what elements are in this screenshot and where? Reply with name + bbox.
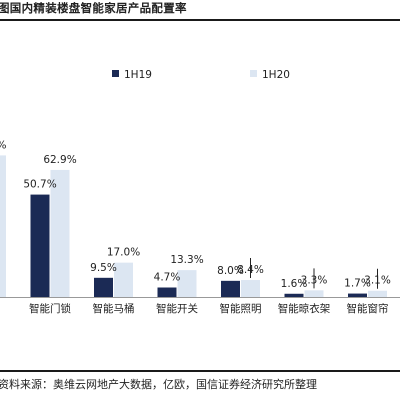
bar-1h20-5 bbox=[241, 280, 260, 297]
value-label-1h19-2: 50.7% bbox=[23, 179, 56, 191]
value-label-1h19-3: 9.5% bbox=[90, 262, 117, 274]
legend-label-1h20: 1H20 bbox=[262, 69, 290, 81]
bar-1h20-7 bbox=[368, 290, 387, 297]
value-label-1h20-3: 17.0% bbox=[107, 247, 140, 259]
legend-label-1h19: 1H19 bbox=[124, 69, 152, 81]
legend-swatch-1h20 bbox=[250, 70, 257, 77]
value-label-1h20-4: 13.3% bbox=[170, 254, 203, 266]
category-label-4: 智能开关 bbox=[156, 302, 198, 315]
bar-1h20-3 bbox=[114, 262, 133, 297]
value-label-1h19-7: 1.7% bbox=[344, 278, 371, 290]
bar-1h20-6 bbox=[304, 290, 324, 297]
value-label-1h19-4: 4.7% bbox=[154, 272, 181, 284]
bar-1h19-5 bbox=[221, 280, 240, 297]
source-note: 资料来源：奥维云网地产大数据，亿欧，国信证券经济研究所整理 bbox=[0, 378, 317, 391]
legend-swatch-1h19 bbox=[112, 70, 119, 77]
bar-1h20-2 bbox=[50, 169, 70, 297]
chart-bars bbox=[0, 155, 387, 297]
bar-1h19-7 bbox=[348, 293, 367, 297]
value-labels: .1%50.7%62.9%9.5%17.0%4.7%13.3%8.0%8.4%1… bbox=[0, 139, 391, 289]
value-label-1h20-1: .1% bbox=[0, 139, 7, 151]
category-label-2: 智能门锁 bbox=[29, 302, 71, 315]
bar-1h19-6 bbox=[284, 293, 304, 297]
bar-1h19-3 bbox=[94, 277, 113, 297]
category-label-6: 智能晾衣架 bbox=[278, 302, 331, 315]
source-rule bbox=[0, 370, 400, 372]
bar-1h20-1 bbox=[0, 155, 6, 297]
value-label-1h20-2: 62.9% bbox=[43, 154, 76, 166]
chart-legend: 1H19 1H20 bbox=[112, 69, 290, 81]
bar-1h19-2 bbox=[30, 194, 50, 297]
value-label-1h19-6: 1.6% bbox=[281, 278, 308, 290]
title-rule bbox=[0, 19, 400, 21]
bar-1h19-4 bbox=[157, 287, 177, 297]
chart-title: 图国内精装楼盘智能家居产品配置率 bbox=[0, 1, 187, 15]
category-labels: 安防智能门锁智能马桶智能开关智能照明智能晾衣架智能窗帘 bbox=[29, 302, 389, 315]
bar-1h20-4 bbox=[177, 270, 197, 297]
category-label-5: 智能照明 bbox=[220, 302, 262, 315]
bar-chart: 1H19 1H20 .1% 50.7% 62.9% 9.5% 17.0% 4.7% 13.3%… bbox=[0, 69, 400, 315]
category-label-3: 智能马桶 bbox=[93, 302, 135, 315]
category-label-7: 智能窗帘 bbox=[347, 302, 389, 315]
value-label-1h19-5: 8.0% bbox=[217, 265, 244, 277]
